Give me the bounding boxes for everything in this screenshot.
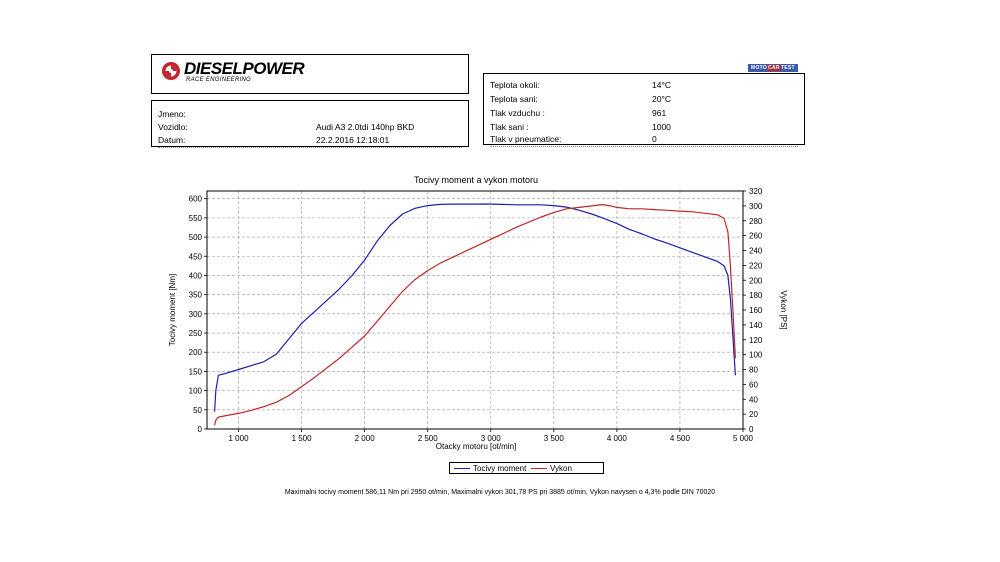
legend-swatch-torque [454,468,470,470]
chart-title: Tocivy moment a vykon motoru [414,175,538,185]
y-right-tick-label: 260 [749,232,763,241]
y-right-tick-label: 180 [749,291,763,300]
legend-item-torque: Tocivy moment [454,464,526,473]
y-right-tick-label: 140 [749,321,763,330]
y-left-tick-label: 0 [198,425,203,434]
y-left-tick-label: 350 [189,291,203,300]
y-left-tick-label: 600 [189,195,203,204]
y-left-tick-label: 500 [189,233,203,242]
y-right-tick-label: 320 [749,187,763,196]
y-left-tick-label: 550 [189,214,203,223]
y-right-tick-label: 300 [749,202,763,211]
y-right-tick-label: 160 [749,306,763,315]
x-axis-label: Otacky motoru [ot/min] [436,442,516,451]
name-row: Jmeno: [158,109,186,119]
y-left-tick-label: 250 [189,329,203,338]
intake-pressure-row: Tlak sani :1000 [490,122,671,132]
intake-temp-row: Teplota sani: 20°C [490,94,671,104]
y-right-tick-label: 120 [749,336,763,345]
x-tick-label: 4 000 [607,434,628,443]
y-right-tick-label: 60 [749,380,758,389]
x-tick-label: 5 000 [733,434,754,443]
x-tick-label: 1 000 [229,434,250,443]
y-right-tick-label: 280 [749,217,763,226]
y-left-tick-label: 50 [193,406,202,415]
chart-legend: Tocivy moment Vykon [449,462,604,474]
y-left-tick-label: 150 [189,367,203,376]
x-tick-label: 2 000 [355,434,376,443]
logo-panel: DIESELPOWER RACE ENGINEERING [151,54,469,94]
torque-line [214,203,736,412]
y-right-tick-label: 80 [749,366,758,375]
y-right-axis-label: Vykon [PS] [779,290,788,329]
logo-subtitle: RACE ENGINEERING [186,77,252,83]
y-right-tick-label: 40 [749,395,758,404]
y-left-tick-label: 450 [189,252,203,261]
legend-item-power: Vykon [531,464,572,473]
x-tick-label: 3 000 [481,434,502,443]
y-right-tick-label: 220 [749,261,763,270]
x-tick-label: 3 500 [544,434,565,443]
y-right-tick-label: 240 [749,247,763,256]
y-left-tick-label: 200 [189,348,203,357]
legend-swatch-power [531,468,547,470]
x-tick-label: 1 500 [292,434,313,443]
tire-pressure-row: Tlak v pneumatice: 0 [490,134,798,147]
motocartest-badge: MOTOCARTEST [748,64,798,72]
y-right-tick-label: 0 [749,425,754,434]
air-pressure-row: Tlak vzduchu :961 [490,108,667,118]
x-tick-label: 4 500 [670,434,691,443]
y-left-tick-label: 100 [189,387,203,396]
y-left-tick-label: 400 [189,271,203,280]
vehicle-info-panel: Jmeno: Vozidlo: Audi A3 2.0tdi 140hp BKD … [151,100,469,148]
plot-frame [206,190,744,430]
summary-footer: Maximalni tocivy moment 586,11 Nm pri 29… [284,489,716,496]
turbo-logo-icon [162,62,180,80]
ambient-temp-row: Teplota okoli: 14°C [490,80,671,90]
date-row: Datum: 22.2.2016 12:18:01 [158,135,462,148]
y-left-tick-label: 300 [189,310,203,319]
logo-text: DIESELPOWER [184,59,305,78]
y-left-axis-label: Tocivy moment [Nm] [168,274,177,346]
conditions-panel: Teplota okoli: 14°C Teplota sani: 20°C Tla… [483,73,805,147]
y-right-tick-label: 100 [749,351,763,360]
power-line [214,204,736,426]
y-right-tick-label: 200 [749,276,763,285]
y-right-tick-label: 20 [749,410,758,419]
x-tick-label: 2 500 [418,434,439,443]
vehicle-row: Vozidlo: Audi A3 2.0tdi 140hp BKD [158,122,415,132]
